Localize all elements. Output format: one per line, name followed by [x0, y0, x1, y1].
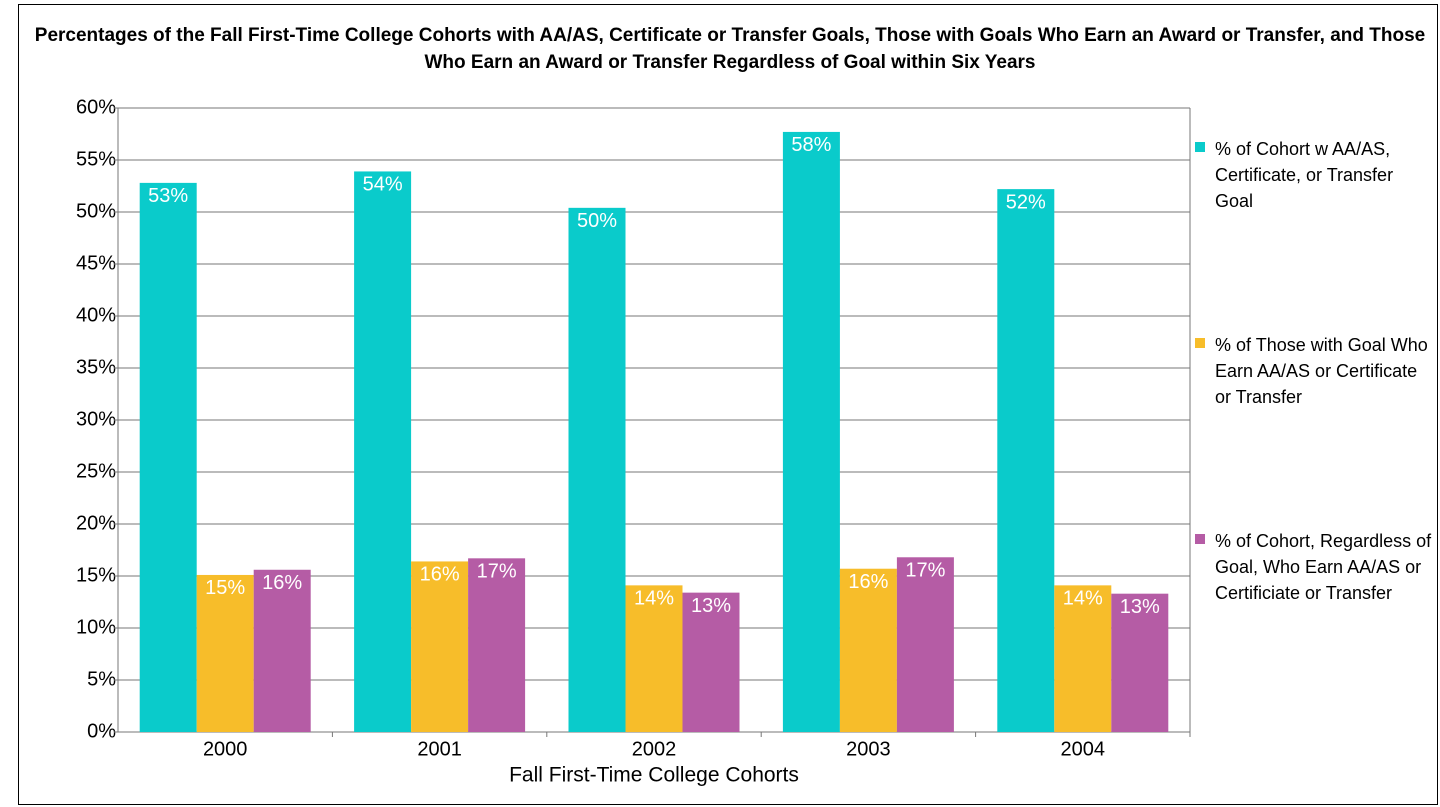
- bar: [997, 189, 1055, 732]
- bar: [253, 569, 311, 732]
- bar: [1054, 585, 1112, 732]
- data-label: 16%: [420, 564, 460, 586]
- y-tick-label: 45%: [76, 252, 116, 274]
- legend-swatch: [1195, 142, 1205, 152]
- y-tick-label: 5%: [87, 668, 116, 690]
- legend-label: % of Cohort w AA/AS, Certificate, or Tra…: [1215, 139, 1394, 211]
- bar: [896, 557, 954, 732]
- bar: [139, 182, 197, 732]
- y-tick-label: 0%: [87, 720, 116, 742]
- bar: [196, 574, 254, 732]
- y-tick-label: 55%: [76, 148, 116, 170]
- bar: [354, 171, 412, 732]
- legend-swatch: [1195, 338, 1205, 348]
- data-label: 17%: [905, 560, 945, 582]
- data-label: 53%: [148, 185, 188, 207]
- y-tick-label: 40%: [76, 304, 116, 326]
- data-label: 17%: [477, 561, 517, 583]
- data-label: 58%: [791, 134, 831, 156]
- data-label: 14%: [634, 588, 674, 610]
- bar: [468, 558, 526, 732]
- bar: [682, 592, 740, 732]
- y-tick-label: 10%: [76, 616, 116, 638]
- data-label: 16%: [848, 571, 888, 593]
- x-tick-label: 2003: [846, 738, 891, 760]
- data-label: 14%: [1063, 588, 1103, 610]
- data-label: 52%: [1006, 191, 1046, 213]
- bar: [782, 131, 840, 733]
- y-tick-label: 50%: [76, 200, 116, 222]
- chart-frame: [18, 4, 1438, 805]
- x-tick-label: 2004: [1061, 738, 1106, 760]
- x-tick-label: 2000: [203, 738, 248, 760]
- y-tick-label: 25%: [76, 460, 116, 482]
- data-label: 13%: [1120, 596, 1160, 618]
- bar: [411, 561, 469, 732]
- x-tick-label: 2002: [632, 738, 677, 760]
- bar: [625, 585, 683, 732]
- legend-label: % of Cohort, Regardless of Goal, Who Ear…: [1215, 531, 1432, 603]
- y-tick-label: 15%: [76, 564, 116, 586]
- data-label: 15%: [205, 577, 245, 599]
- x-tick-label: 2001: [417, 738, 462, 760]
- data-label: 13%: [691, 595, 731, 617]
- y-tick-label: 60%: [76, 96, 116, 118]
- y-tick-label: 35%: [76, 356, 116, 378]
- bar: [568, 207, 626, 733]
- data-label: 16%: [262, 572, 302, 594]
- bar: [839, 568, 897, 732]
- data-label: 54%: [363, 174, 403, 196]
- legend-label: % of Those with Goal Who Earn AA/AS or C…: [1215, 335, 1428, 407]
- legend-swatch: [1195, 534, 1205, 544]
- data-label: 50%: [577, 210, 617, 232]
- y-tick-label: 30%: [76, 408, 116, 430]
- x-axis-label: Fall First-Time College Cohorts: [509, 764, 799, 787]
- y-tick-label: 20%: [76, 512, 116, 534]
- bar: [1111, 593, 1169, 732]
- chart-title: Percentages of the Fall First-Time Colle…: [34, 25, 1426, 73]
